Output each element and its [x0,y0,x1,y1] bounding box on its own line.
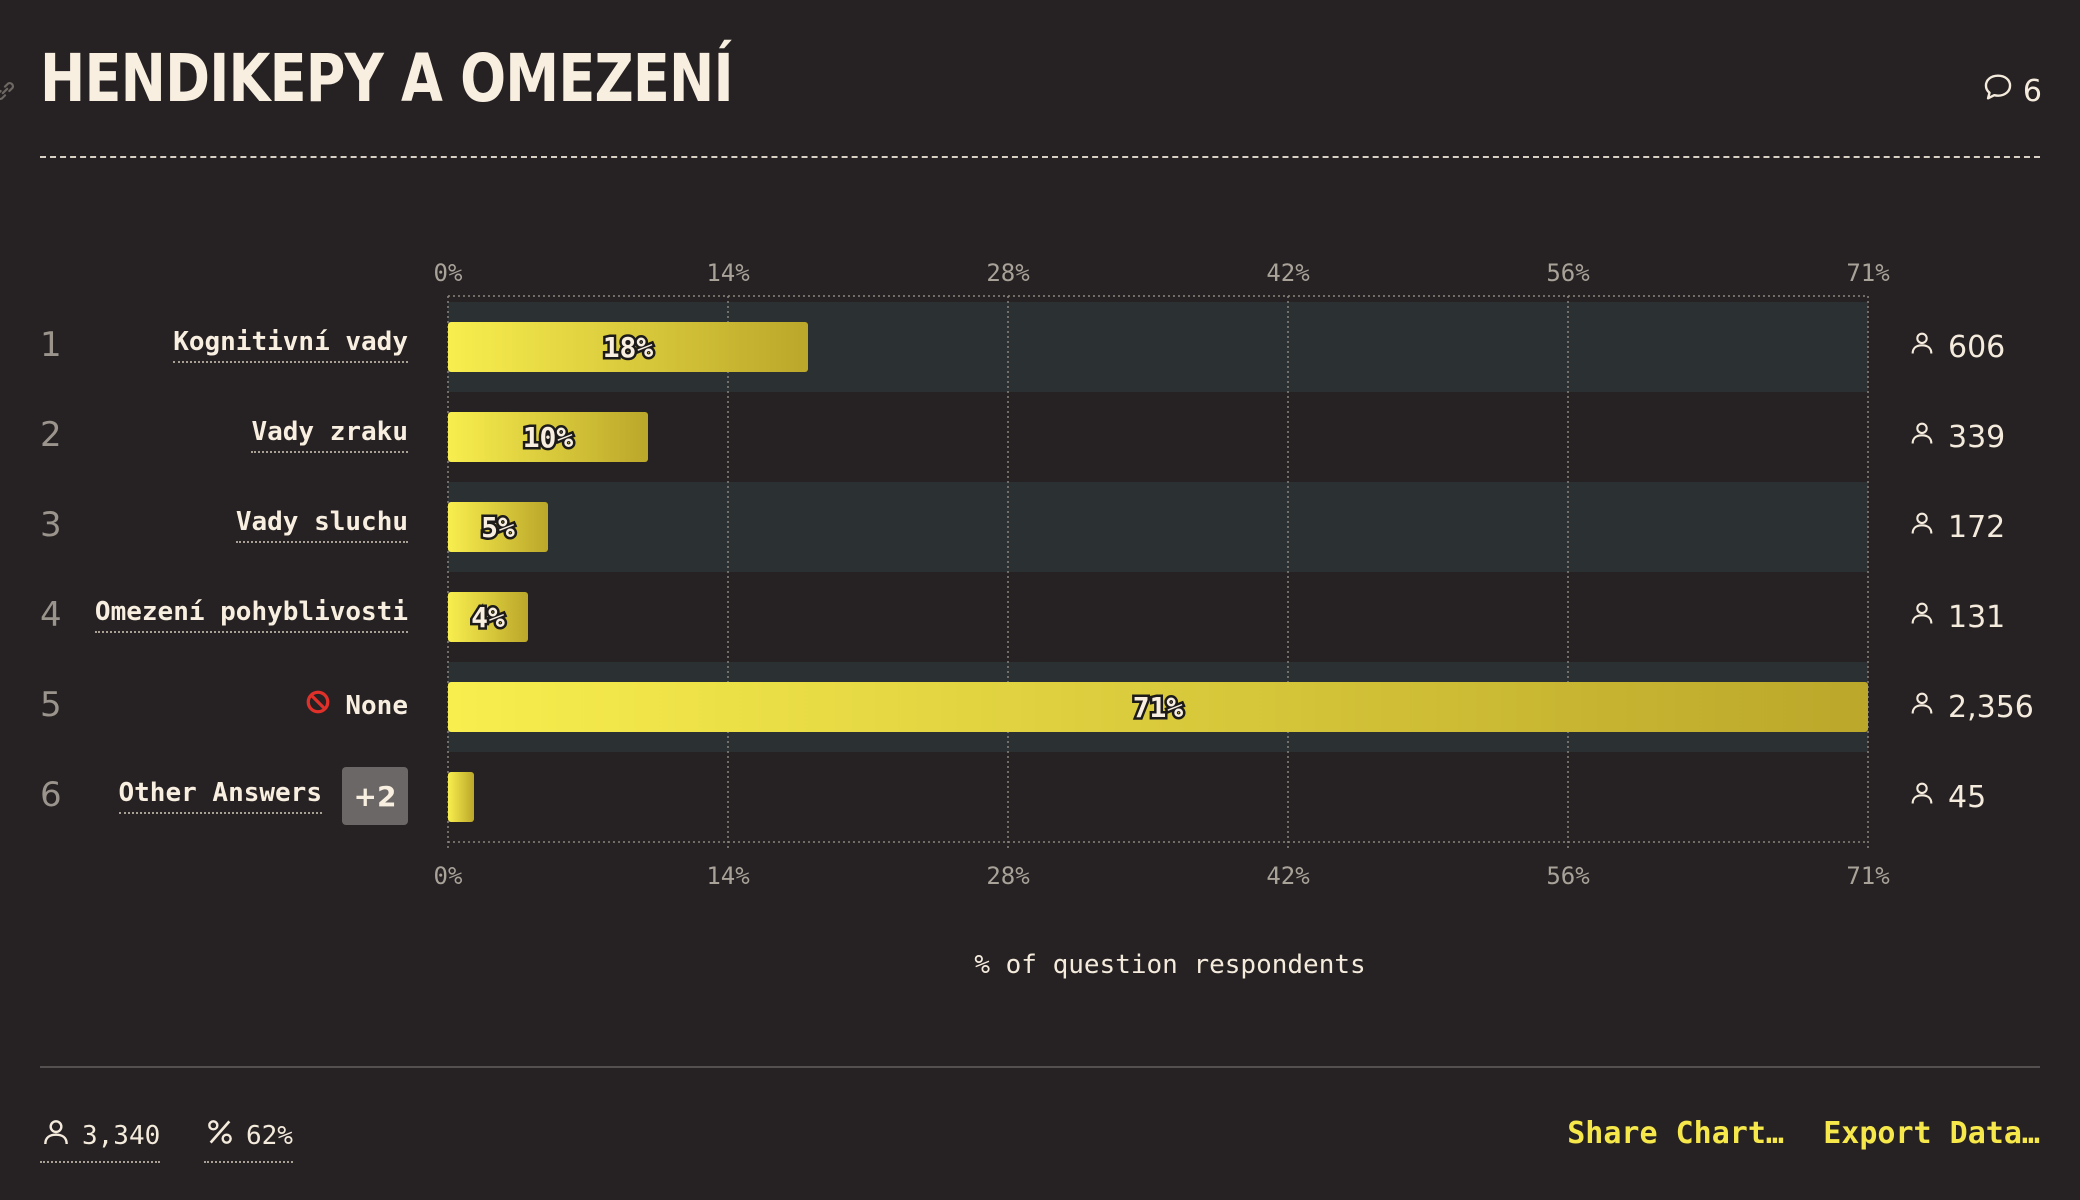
respondent-count: 172 [1908,509,2005,545]
respondent-count: 339 [1908,419,2005,455]
x-tick-label-top: 56% [1546,259,1590,287]
x-tick-label-top: 28% [986,259,1030,287]
rank-number: 2 [40,415,62,455]
category-label[interactable]: Kognitivní vady [173,327,408,363]
category-label[interactable]: Vady zraku [251,417,408,453]
user-icon [1908,689,1936,725]
page-title: HENDIKEPY A OMEZENÍ [40,40,734,117]
footer-divider [40,1066,2040,1068]
respondent-count: 131 [1908,599,2005,635]
respondents-stat[interactable]: 3,340 [40,1116,161,1163]
comments-button[interactable]: 6 [1981,70,2042,112]
bar-value-label: 4% [471,601,505,634]
respondent-count: 2,356 [1908,689,2034,725]
respondent-count: 606 [1908,329,2005,365]
bar[interactable] [448,502,548,552]
user-icon [1908,329,1936,365]
bar[interactable] [448,322,808,372]
x-axis-label: % of question respondents [974,950,1366,980]
category-label[interactable]: Omezení pohyblivosti [94,597,408,633]
row-band [448,482,1868,572]
more-answers-badge[interactable]: +2 [342,767,408,825]
bar-value-label: 18% [603,331,654,364]
respondent-count-value: 45 [1948,779,1987,815]
user-icon [1908,779,1936,815]
respondent-count-value: 172 [1948,509,2006,545]
category-label[interactable]: Vady sluchu [235,507,408,543]
x-tick-label-bottom: 14% [706,862,750,890]
x-tick-label-bottom: 56% [1546,862,1590,890]
bar[interactable] [448,412,648,462]
percent-value: 62% [246,1120,293,1151]
category-label-none[interactable]: None [305,689,408,722]
category-label-text: None [345,690,408,721]
prohibited-icon [305,689,331,722]
respondent-count-value: 606 [1948,329,2006,365]
other-answers-link[interactable]: Other Answers [118,778,322,814]
x-tick-label-top: 42% [1266,259,1310,287]
x-tick-label-bottom: 71% [1846,862,1890,890]
bar-value-label: 10% [523,421,574,454]
user-icon [1908,419,1936,455]
category-label-other: Other Answers +2 [118,767,408,825]
rank-number: 4 [40,595,62,635]
rank-number: 1 [40,325,62,365]
bar[interactable] [448,682,1868,732]
share-chart-button[interactable]: Share Chart… [1567,1116,1784,1151]
percent-stat[interactable]: 62% [204,1116,293,1163]
respondents-count: 3,340 [82,1120,161,1151]
header-divider [40,156,2040,158]
rank-number: 6 [40,775,62,815]
user-icon [1908,509,1936,545]
comments-count: 6 [2022,73,2042,109]
x-tick-label-bottom: 42% [1266,862,1310,890]
respondent-count-value: 131 [1948,599,2006,635]
bar[interactable] [448,772,474,822]
bar[interactable] [448,592,528,642]
respondent-count: 45 [1908,779,1986,815]
respondent-count-value: 2,356 [1948,689,2034,725]
user-icon [1908,599,1936,635]
export-data-button[interactable]: Export Data… [1823,1116,2040,1151]
bar-value-label: 71% [1133,691,1184,724]
x-tick-label-top: 0% [434,259,463,287]
comment-icon [1981,70,2015,112]
x-tick-label-top: 14% [706,259,750,287]
x-tick-label-bottom: 0% [434,862,463,890]
link-icon[interactable] [0,78,18,104]
percent-icon [204,1116,236,1155]
rank-number: 3 [40,505,62,545]
user-icon [40,1116,72,1155]
x-tick-label-bottom: 28% [986,862,1030,890]
respondent-count-value: 339 [1948,419,2006,455]
x-tick-label-top: 71% [1846,259,1890,287]
rank-number: 5 [40,685,62,725]
bar-value-label: 5% [481,511,515,544]
